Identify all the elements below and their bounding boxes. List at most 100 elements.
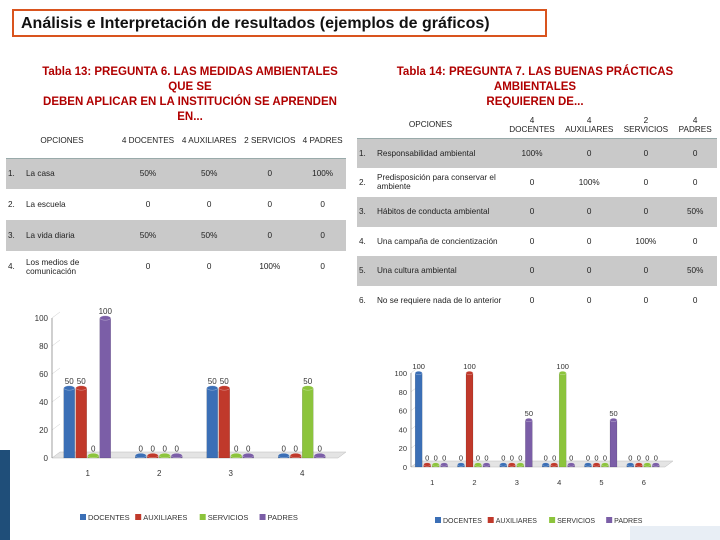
row-value: 50% xyxy=(177,220,241,251)
table-row: 3. Hábitos de conducta ambiental 0 0 0 50% xyxy=(357,197,717,227)
row-option: No se requiere nada de lo anterior xyxy=(377,295,502,305)
table-row: 6. No se requiere nada de lo anterior 0 0 0 0 xyxy=(357,286,717,316)
bar-cap xyxy=(242,453,254,458)
row-value: 0 xyxy=(504,256,561,286)
decorative-footer xyxy=(630,526,720,540)
header-padres: 4 PADRES xyxy=(673,112,717,139)
data-label: 100 xyxy=(463,362,476,371)
x-tick-label: 2 xyxy=(472,478,476,487)
bar-cap xyxy=(541,462,550,467)
bar-cap xyxy=(423,462,431,467)
data-label: 0 xyxy=(569,454,573,463)
y-tick-label: 0 xyxy=(403,463,407,472)
row-option: Los medios de comunicación xyxy=(26,257,80,276)
data-label: 0 xyxy=(645,454,649,463)
legend-label: DOCENTES xyxy=(443,518,482,525)
gridline-diag xyxy=(51,311,61,319)
row-value: 0 xyxy=(586,236,592,246)
bar-cap xyxy=(440,462,448,467)
x-tick-label: 3 xyxy=(515,478,519,487)
row-option: La escuela xyxy=(26,200,66,209)
row-index: 3. xyxy=(357,197,375,227)
row-value: 0 xyxy=(240,158,300,189)
bar-cap xyxy=(652,462,660,467)
row-value: 50% xyxy=(673,197,717,227)
data-label: 0 xyxy=(459,454,463,463)
legend-swatch xyxy=(135,514,142,520)
bar-cap xyxy=(508,462,516,467)
table-row: 2. La escuela 0 0 0 0 xyxy=(6,189,346,220)
header-opciones: OPCIONES xyxy=(6,124,118,159)
legend-label: SERVICIOS xyxy=(208,513,249,522)
y-tick-label: 20 xyxy=(399,444,407,453)
y-tick-label: 100 xyxy=(394,369,407,378)
gridline-diag xyxy=(51,367,61,375)
x-tick-label: 2 xyxy=(157,469,162,478)
header-servicios: 2 SERVICIOS xyxy=(240,124,300,159)
y-tick-label: 80 xyxy=(39,342,48,351)
data-label: 0 xyxy=(594,454,598,463)
x-tick-label: 3 xyxy=(229,469,234,478)
bar-cap xyxy=(314,453,326,458)
data-label: 0 xyxy=(476,454,480,463)
y-tick-label: 40 xyxy=(39,398,48,407)
row-value: 0 xyxy=(618,256,674,286)
data-label: 0 xyxy=(501,454,505,463)
legend-swatch xyxy=(435,517,441,523)
bar-cap xyxy=(135,453,147,458)
row-value: 0 xyxy=(643,295,649,305)
table-row: 4. Una campaña de concientización 0 0 100% 0 xyxy=(357,227,717,257)
data-label: 50 xyxy=(525,409,533,418)
header-auxiliares: 4 AUXILIARES xyxy=(177,124,241,159)
bar-cap xyxy=(159,453,171,458)
data-label: 0 xyxy=(434,454,438,463)
bar-cap xyxy=(601,462,609,467)
gridline-diag xyxy=(51,339,61,347)
data-label: 100 xyxy=(412,362,425,371)
bar-cap xyxy=(87,453,99,458)
legend-label: SERVICIOS xyxy=(557,518,595,525)
data-label: 0 xyxy=(318,445,323,454)
bar-cap xyxy=(474,462,482,467)
row-value: 0 xyxy=(529,295,535,305)
data-label: 0 xyxy=(628,454,632,463)
x-tick-label: 1 xyxy=(86,469,91,478)
bar-cap xyxy=(465,371,474,375)
table-row: 2. Predisposición para conservar el ambie… xyxy=(357,168,717,198)
legend-swatch xyxy=(487,517,494,523)
row-index: 2. xyxy=(8,200,15,209)
data-label: 0 xyxy=(246,445,251,454)
row-value: 0 xyxy=(240,220,300,251)
data-label: 0 xyxy=(544,454,548,463)
data-label: 50 xyxy=(77,377,86,386)
data-label: 50 xyxy=(208,377,217,386)
bar xyxy=(99,317,111,459)
row-option: La vida diaria xyxy=(24,220,118,251)
bar xyxy=(414,372,423,468)
y-tick-label: 60 xyxy=(39,370,48,379)
bar-cap xyxy=(206,385,218,391)
row-option: Predisposición para conservar el ambient… xyxy=(377,173,496,192)
row-value: 0 xyxy=(504,197,561,227)
legend-swatch xyxy=(80,514,86,520)
row-value: 0 xyxy=(692,295,698,305)
row-value: 0 xyxy=(586,295,592,305)
data-label: 0 xyxy=(654,454,658,463)
row-value: 0 xyxy=(320,262,325,271)
bar-cap xyxy=(230,453,242,458)
bar-cap xyxy=(558,371,567,375)
table-row: 3. La vida diaria 50% 50% 0 0 xyxy=(6,220,346,251)
row-value: 0 xyxy=(320,200,325,209)
table-row: 4. Los medios de comunicación 0 0 100% 0 xyxy=(6,251,346,282)
row-value: 0 xyxy=(692,177,698,187)
row-option: Una campaña de concientización xyxy=(377,236,498,246)
data-label: 0 xyxy=(518,454,522,463)
header-docentes: 4 DOCENTES xyxy=(118,124,178,159)
row-value: 0 xyxy=(529,177,535,187)
legend-swatch xyxy=(259,514,266,520)
table-row: 1. Responsabilidad ambiental 100% 0 0 0 xyxy=(357,138,717,168)
left-title-line-1: Tabla 13: PREGUNTA 6. LAS MEDIDAS AMBIEN… xyxy=(42,66,338,93)
row-value: 100% xyxy=(259,262,281,271)
header-opciones: OPCIONES xyxy=(357,112,504,139)
